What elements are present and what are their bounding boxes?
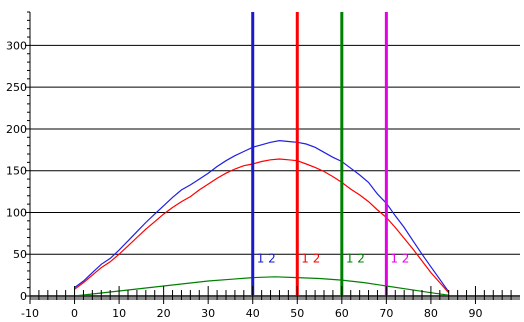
cursor-label: 1 2 [346, 251, 365, 265]
x-tick-label: 0 [71, 307, 78, 320]
x-tick-label: 80 [424, 307, 438, 320]
y-tick-label: 200 [6, 123, 27, 136]
x-tick-label: 40 [246, 307, 260, 320]
axes: 0 50 100 150 200 250 300 -10 0 10 20 30 40 50 60 70 80 90 [6, 11, 520, 320]
y-tick-label: 50 [13, 248, 27, 261]
x-tick-label: 10 [112, 307, 126, 320]
y-tick-label: 150 [6, 165, 27, 178]
y-tick-label: 300 [6, 39, 27, 52]
x-tick-label: 60 [335, 307, 349, 320]
plot-area [30, 12, 520, 296]
x-tick-label: 20 [157, 307, 171, 320]
x-tick-label: 50 [290, 307, 304, 320]
cursor-label: 1 2 [301, 251, 320, 265]
cursor-group: 1 2 1 2 1 2 1 2 [251, 12, 409, 296]
y-tick-label: 0 [20, 290, 27, 303]
cursor-label: 1 2 [257, 251, 276, 265]
grid-lines [30, 44, 520, 255]
x-axis-band [30, 295, 520, 300]
x-tick-label: 70 [379, 307, 393, 320]
y-tick-label: 250 [6, 81, 27, 94]
x-tick-label: -10 [21, 307, 39, 320]
cursor-label: 1 2 [390, 251, 409, 265]
series-line-3 [74, 276, 449, 297]
y-tick-label: 100 [6, 206, 27, 219]
x-tick-label: 90 [468, 307, 482, 320]
x-tick-label: 30 [201, 307, 215, 320]
